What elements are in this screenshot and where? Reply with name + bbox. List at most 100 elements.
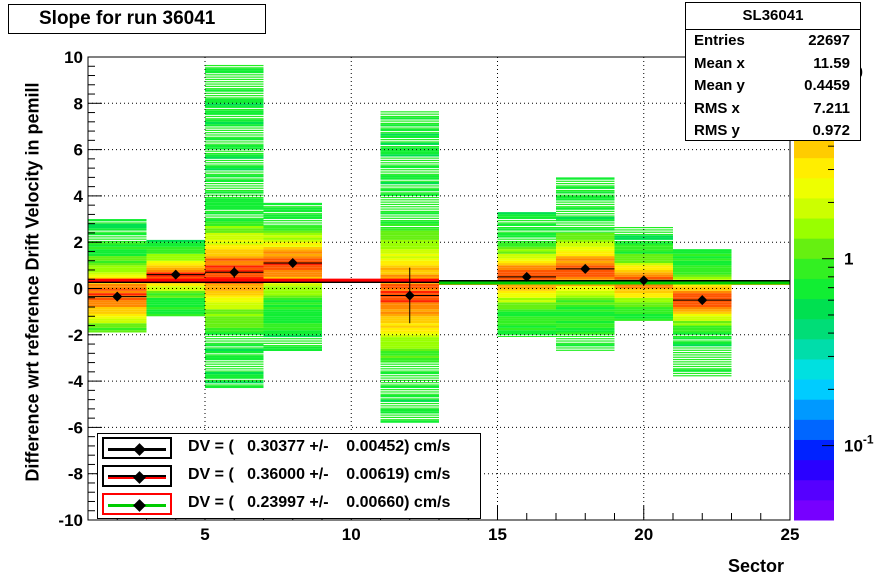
heatmap-cell (614, 237, 673, 240)
heatmap-cell (380, 379, 439, 381)
heatmap-cell (673, 347, 732, 349)
heatmap-cell (263, 307, 322, 310)
heatmap-cell (263, 340, 322, 342)
heatmap-cell (556, 232, 615, 236)
heatmap-cell (673, 363, 732, 365)
heatmap-cell (497, 260, 556, 264)
data-point (287, 258, 298, 269)
heatmap-cell (205, 239, 264, 243)
heatmap-cell (88, 258, 147, 261)
heatmap-cell (146, 253, 205, 257)
heatmap-cell (205, 200, 264, 203)
fit-lines (88, 278, 790, 285)
heatmap-cell (88, 325, 147, 328)
heatmap-cell (205, 164, 264, 166)
heatmap-cell (497, 300, 556, 303)
heatmap-cell (497, 290, 556, 294)
heatmap-cell (205, 112, 264, 115)
heatmap-cell (556, 316, 615, 319)
heatmap-cell (497, 304, 556, 308)
heatmap-cell (205, 381, 264, 384)
heatmap-cell (380, 385, 439, 389)
palette-cell (794, 338, 834, 360)
heatmap-cell (497, 288, 556, 291)
heatmap-cell (205, 202, 264, 206)
heatmap-cell (556, 231, 615, 233)
palette-cell (794, 298, 834, 320)
heatmap-cell (556, 198, 615, 201)
heatmap-cell (205, 88, 264, 90)
heatmap-cell (380, 182, 439, 185)
heatmap-cell (380, 360, 439, 363)
heatmap-cell (88, 246, 147, 250)
x-tick-label: 5 (200, 525, 209, 544)
heatmap-cell (497, 332, 556, 335)
heatmap-cell (497, 226, 556, 229)
heatmap-cell (614, 286, 673, 289)
heatmap-cell (263, 293, 322, 296)
heatmap-cell (205, 256, 264, 259)
heatmap-cell (263, 276, 322, 280)
heatmap-cell (205, 78, 264, 81)
heatmap-cell (380, 164, 439, 166)
heatmap-cell (205, 309, 264, 312)
heatmap-cell (380, 132, 439, 134)
heatmap-cell (380, 230, 439, 233)
heatmap-cell (380, 199, 439, 201)
heatmap-cell (88, 223, 147, 226)
heatmap-cell (88, 276, 147, 280)
heatmap-cell (205, 307, 264, 310)
heatmap-cell (263, 228, 322, 231)
y-tick-label: 2 (74, 233, 83, 252)
heatmap-cell (497, 244, 556, 247)
heatmap-cell (205, 368, 264, 370)
heatmap-cell (497, 335, 556, 337)
palette-cell (794, 459, 834, 481)
heatmap-cell (88, 286, 147, 289)
heatmap-cell (673, 365, 732, 368)
heatmap-cell (263, 207, 322, 210)
heatmap-cell (380, 235, 439, 238)
y-tick-label: -4 (68, 372, 84, 391)
heatmap-cell (380, 180, 439, 182)
heatmap-cell (380, 389, 439, 391)
heatmap-cell (205, 253, 264, 257)
stats-label: RMS x (694, 99, 740, 117)
heatmap-cell (497, 269, 556, 273)
heatmap-cell (673, 309, 732, 312)
heatmap-cell (497, 311, 556, 314)
heatmap-cell (146, 242, 205, 245)
heatmap-cell (205, 127, 264, 129)
heatmap-cell (205, 215, 264, 217)
heatmap-cell (556, 347, 615, 349)
heatmap-cell (205, 258, 264, 261)
heatmap-cell (88, 238, 147, 240)
heatmap-cell (88, 251, 147, 254)
heatmap-cell (205, 175, 264, 178)
heatmap-cell (380, 419, 439, 421)
heatmap-cell (556, 201, 615, 203)
heatmap-cell (205, 103, 264, 106)
heatmap-cell (380, 177, 439, 180)
heatmap-cell (205, 355, 264, 358)
heatmap-cell (146, 258, 205, 261)
heatmap-cell (205, 168, 264, 171)
stats-value: 7.211 (813, 99, 850, 117)
heatmap-cell (380, 139, 439, 141)
heatmap-cell (88, 313, 147, 317)
heatmap-cell (205, 335, 264, 337)
heatmap-cell (205, 304, 264, 308)
heatmap-cell (263, 220, 322, 222)
heatmap-cell (146, 244, 205, 247)
heatmap-cell (205, 230, 264, 233)
heatmap-cell (205, 330, 264, 333)
heatmap-cell (263, 330, 322, 333)
palette-cell (794, 419, 834, 440)
heatmap-cell (205, 348, 264, 352)
heatmap-cell (205, 232, 264, 236)
heatmap-cell (673, 320, 732, 324)
heatmap-cell (556, 219, 615, 222)
heatmap-cell (380, 115, 439, 118)
heatmap-cell (380, 332, 439, 335)
legend-symbol (102, 465, 172, 487)
